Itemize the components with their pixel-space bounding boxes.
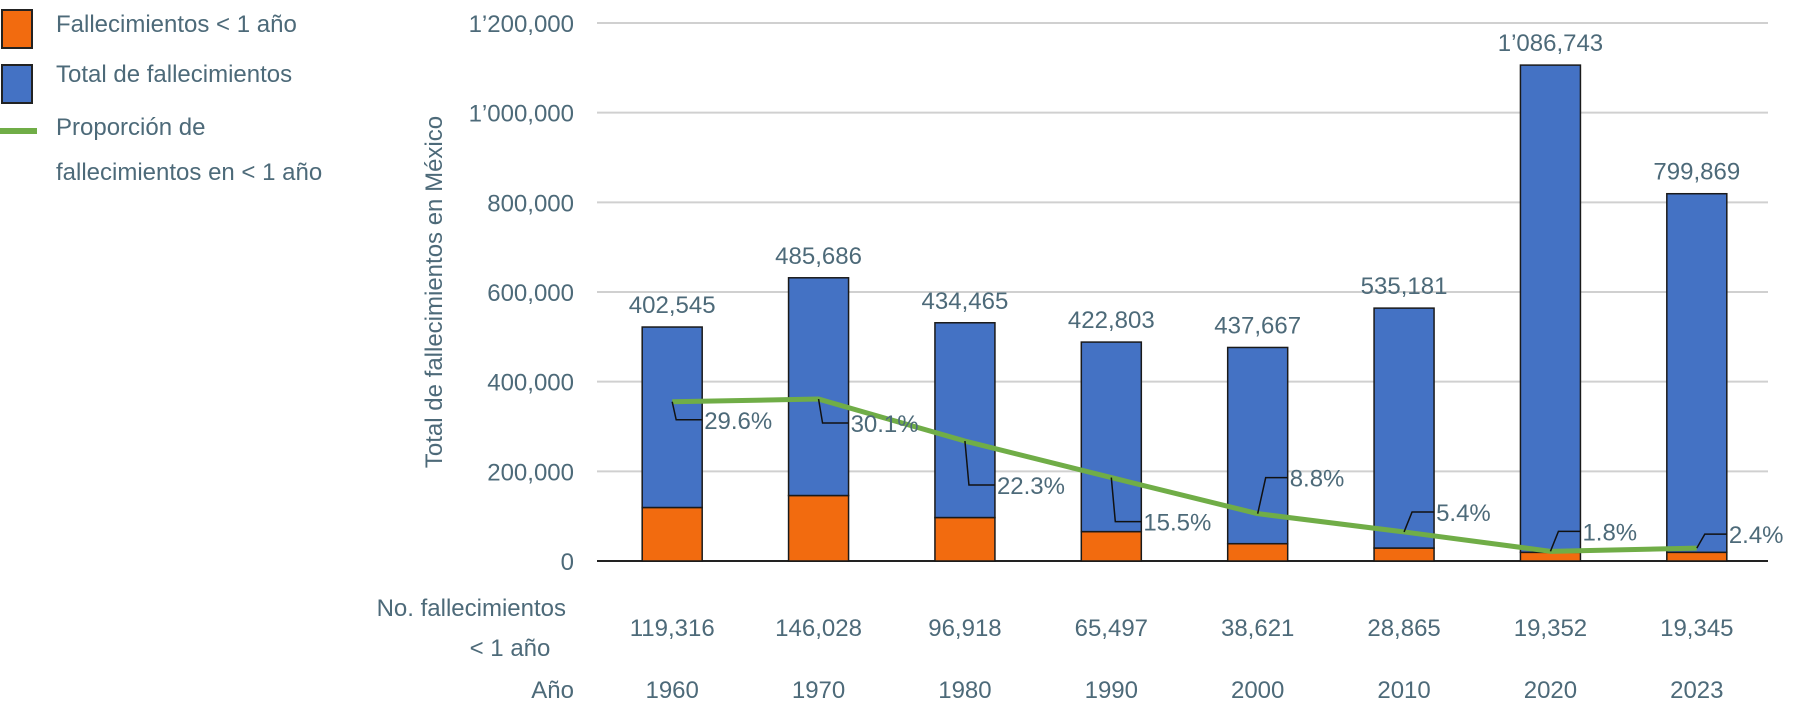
count-row-label: < 1 año xyxy=(470,635,551,662)
bars: 402,545 485,686 434,465 422,803 437,667 535,1… xyxy=(629,30,1740,562)
legend-swatch-total xyxy=(1,64,33,104)
y-tick-label: 1’000,000 xyxy=(469,101,574,128)
data-table-rows: No. fallecimientos < 1 año Año 119,316 1960 1… xyxy=(377,595,1734,704)
bar-total-label: 434,465 xyxy=(922,288,1009,315)
proportion-label: 22.3% xyxy=(997,473,1065,500)
infant-count-value: 19,352 xyxy=(1514,615,1587,642)
proportion-label: 1.8% xyxy=(1582,519,1637,546)
y-tick-labels: 0 200,000 400,000 600,000 800,000 1’000,000 1’… xyxy=(469,11,574,576)
infant-count-value: 38,621 xyxy=(1221,615,1294,642)
bar-total-label: 422,803 xyxy=(1068,307,1155,334)
year-label: 2020 xyxy=(1524,677,1577,704)
year-label: 2023 xyxy=(1670,677,1723,704)
proportion-line-path xyxy=(672,396,1697,554)
bar-total-label: 402,545 xyxy=(629,292,716,319)
bar-total-label: 1’086,743 xyxy=(1498,30,1603,57)
infant-count-value: 96,918 xyxy=(928,615,1001,642)
year-row-label: Año xyxy=(531,677,574,704)
proportion-label: 2.4% xyxy=(1729,522,1784,549)
y-tick-label: 0 xyxy=(561,549,574,576)
proportion-label: 8.8% xyxy=(1290,466,1345,493)
count-row-label: No. fallecimientos xyxy=(377,595,566,622)
y-tick-label: 1’200,000 xyxy=(469,11,574,38)
leader-line xyxy=(1403,511,1435,533)
bar-total-deaths xyxy=(1666,192,1728,554)
bar-total-label: 485,686 xyxy=(775,243,862,270)
bar-total-label: 799,869 xyxy=(1653,159,1740,186)
legend: Fallecimientos < 1 año Total de fallecimi… xyxy=(0,9,322,186)
bar-infant-deaths xyxy=(641,506,703,562)
legend-label: Proporción de xyxy=(56,114,205,141)
bar-total-label: 535,181 xyxy=(1361,273,1448,300)
leader-line xyxy=(1549,530,1581,552)
y-tick-label: 400,000 xyxy=(487,370,574,397)
bar-total-deaths xyxy=(1373,307,1435,549)
bar-total-label: 437,667 xyxy=(1214,312,1301,339)
y-tick-label: 200,000 xyxy=(487,459,574,486)
legend-label: Fallecimientos < 1 año xyxy=(56,11,297,38)
infant-count-value: 28,865 xyxy=(1367,615,1440,642)
infant-count-value: 19,345 xyxy=(1660,615,1733,642)
leader-line xyxy=(964,440,995,486)
legend-swatch-infant xyxy=(1,9,33,49)
year-label: 2010 xyxy=(1377,677,1430,704)
y-tick-label: 800,000 xyxy=(487,190,574,217)
infant-count-value: 146,028 xyxy=(775,615,862,642)
bar-total-deaths xyxy=(1080,341,1143,533)
proportion-label: 5.4% xyxy=(1436,500,1491,527)
bar-infant-deaths xyxy=(1080,530,1143,562)
bar-total-deaths xyxy=(1519,64,1582,554)
infant-count-value: 65,497 xyxy=(1075,615,1148,642)
proportion-label: 30.1% xyxy=(851,411,919,438)
leader-line xyxy=(1696,533,1727,549)
bar-total-deaths xyxy=(934,322,996,519)
year-label: 1970 xyxy=(792,677,845,704)
bar-infant-deaths xyxy=(787,494,850,562)
bar-total-deaths xyxy=(641,326,703,509)
proportion-label: 15.5% xyxy=(1143,510,1211,537)
proportion-label: 29.6% xyxy=(704,408,772,435)
bar-infant-deaths xyxy=(1666,551,1728,562)
gridlines xyxy=(597,22,1768,562)
y-axis-title: Total de fallecimientos en México xyxy=(421,116,448,468)
bar-infant-deaths xyxy=(1226,542,1289,562)
legend-label: Total de fallecimientos xyxy=(56,61,292,88)
bar-total-deaths xyxy=(787,277,850,497)
leader-line xyxy=(671,401,703,421)
infant-count-value: 119,316 xyxy=(630,615,715,642)
leader-line xyxy=(1256,476,1288,514)
proportion-line: 29.6% 30.1% 22.3% 15.5% 8.8% 5.4% 1.8% 2.4% xyxy=(671,396,1784,554)
year-label: 1990 xyxy=(1085,677,1138,704)
year-label: 2000 xyxy=(1231,677,1284,704)
bar-infant-deaths xyxy=(934,516,996,562)
legend-label: fallecimientos en < 1 año xyxy=(56,159,322,186)
leader-line xyxy=(1110,477,1142,523)
leader-line xyxy=(817,398,849,424)
year-label: 1980 xyxy=(938,677,991,704)
bar-infant-deaths xyxy=(1373,547,1435,562)
y-tick-label: 600,000 xyxy=(487,280,574,307)
year-label: 1960 xyxy=(645,677,698,704)
